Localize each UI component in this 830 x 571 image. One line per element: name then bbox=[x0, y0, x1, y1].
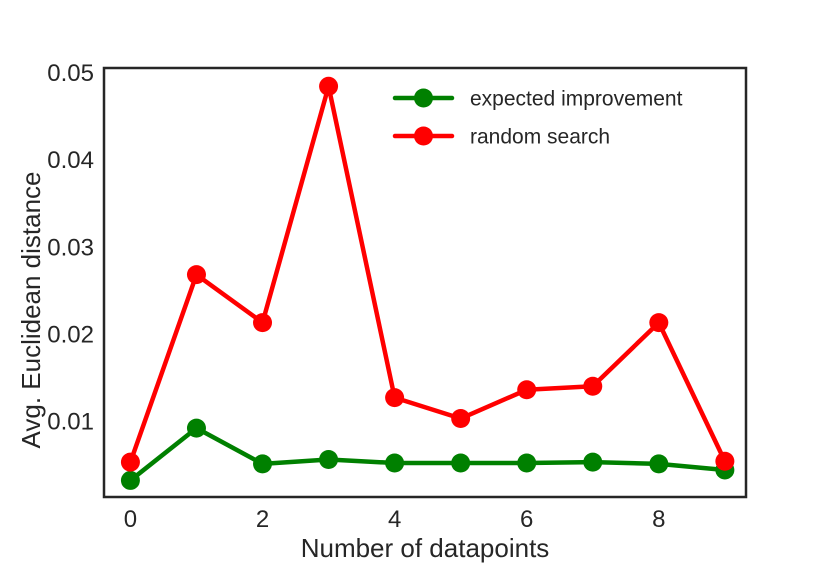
plot-area: 0.01 0.02 0.03 0.04 0.05 0 2 4 6 8 expected improv… bbox=[47, 60, 748, 533]
data-point-random-search-x5 bbox=[451, 409, 471, 429]
data-point-expected-improvement-x7 bbox=[583, 452, 603, 472]
data-point-random-search-x8 bbox=[649, 313, 669, 333]
y-axis-label: Avg. Euclidean distance bbox=[16, 171, 46, 448]
series-line-random-search bbox=[128, 84, 728, 465]
data-point-expected-improvement-x2 bbox=[253, 454, 273, 474]
y-tick-label-0.03: 0.03 bbox=[47, 234, 94, 261]
x-tick-label-8: 8 bbox=[652, 506, 665, 533]
data-point-expected-improvement-x4 bbox=[385, 453, 405, 473]
data-point-expected-improvement-x0 bbox=[120, 470, 140, 490]
data-point-random-search-x6 bbox=[517, 380, 537, 400]
data-point-expected-improvement-x5 bbox=[451, 453, 471, 473]
data-point-expected-improvement-x6 bbox=[517, 453, 537, 473]
x-tick-label-0: 0 bbox=[124, 506, 137, 533]
legend-marker-random-search bbox=[414, 126, 433, 146]
data-point-random-search-x0 bbox=[120, 452, 140, 472]
legend-label-random-search: random search bbox=[470, 126, 610, 149]
data-point-random-search-x3 bbox=[319, 76, 339, 96]
data-point-random-search-x7 bbox=[583, 376, 603, 396]
data-point-expected-improvement-x1 bbox=[186, 418, 206, 438]
x-axis-label: Number of datapoints bbox=[301, 533, 550, 563]
data-point-expected-improvement-x8 bbox=[649, 454, 669, 474]
legend-label-expected-improvement: expected improvement bbox=[470, 88, 683, 111]
y-tick-label-0.01: 0.01 bbox=[47, 409, 94, 436]
data-point-random-search-x4 bbox=[385, 388, 405, 408]
series-line-expected-improvement bbox=[128, 425, 728, 483]
y-tick-label-0.02: 0.02 bbox=[47, 321, 94, 348]
data-point-random-search-x2 bbox=[253, 313, 273, 333]
y-tick-label-0.04: 0.04 bbox=[47, 147, 94, 174]
data-point-expected-improvement-x3 bbox=[319, 450, 339, 470]
legend-marker-expected-improvement bbox=[414, 88, 433, 108]
x-tick-label-6: 6 bbox=[520, 506, 533, 533]
x-tick-label-2: 2 bbox=[256, 506, 269, 533]
plot-frame bbox=[102, 66, 748, 499]
x-tick-label-4: 4 bbox=[388, 506, 401, 533]
data-point-random-search-x1 bbox=[186, 265, 206, 285]
data-point-random-search-x9 bbox=[715, 451, 735, 471]
y-tick-label-0.05: 0.05 bbox=[47, 60, 94, 87]
